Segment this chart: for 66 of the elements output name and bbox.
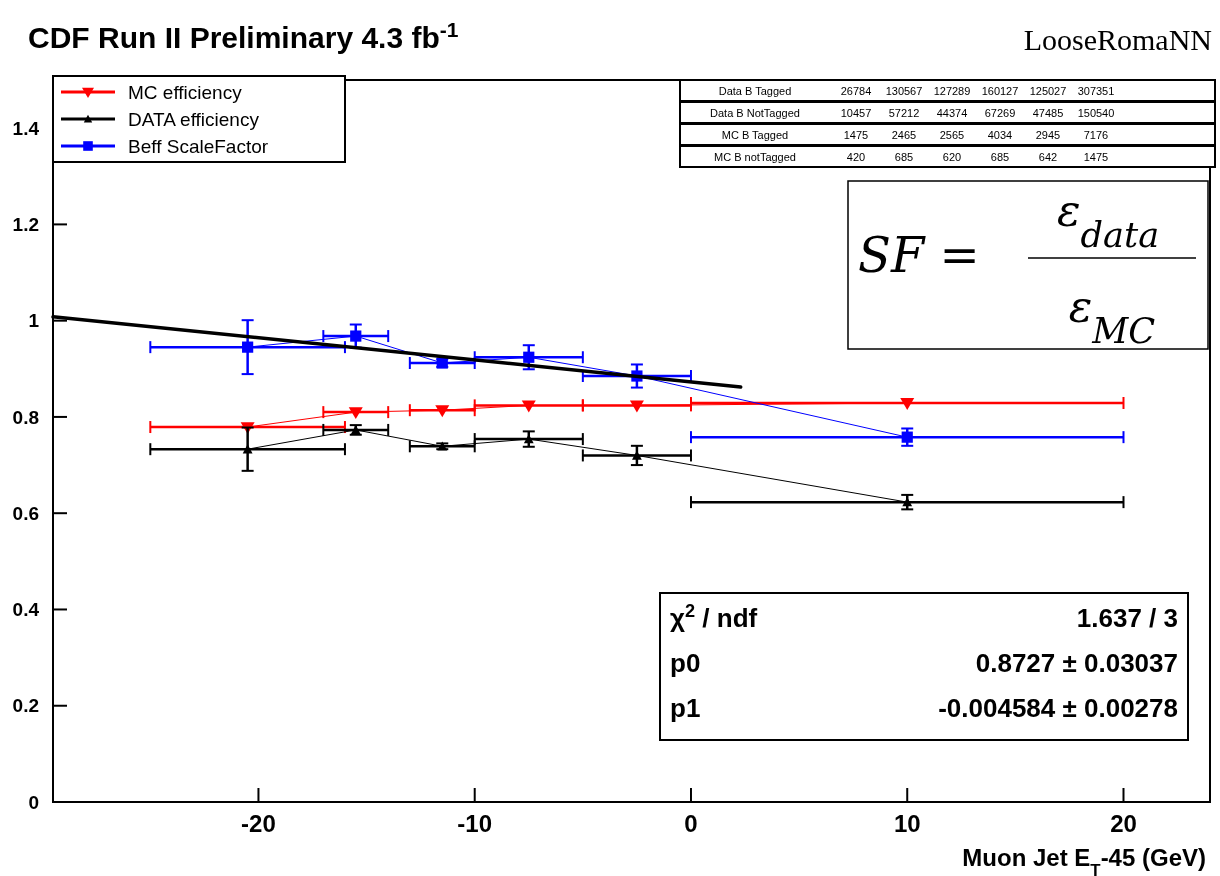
- annotation: MC B Tagged: [721, 128, 789, 141]
- y-tick-label: 0: [28, 791, 39, 813]
- annotation: SF =: [858, 227, 980, 283]
- y-tick-label: 0.4: [12, 599, 40, 621]
- point: [523, 351, 535, 363]
- x-tick-label: 0: [684, 810, 698, 837]
- point: [350, 330, 362, 342]
- x-tick-label: -20: [241, 810, 276, 837]
- x-tick-label: 20: [1110, 810, 1137, 837]
- annotation: 1475: [843, 128, 869, 141]
- annotation: 7176: [1083, 128, 1109, 141]
- legend-label: DATA efficiency: [128, 108, 260, 130]
- legend-label: MC efficiency: [128, 81, 243, 103]
- annotation: Data B Tagged: [718, 84, 792, 97]
- annotation: 642: [1038, 150, 1058, 163]
- annotation: ε$_{data}$: [1056, 185, 1160, 255]
- annotation: 67269: [984, 106, 1016, 119]
- point: [242, 341, 254, 353]
- annotation: 1475: [1083, 150, 1109, 163]
- annotation: 125027: [1029, 84, 1067, 97]
- annotation: 57212: [888, 106, 920, 119]
- annotation: ε$_{MC}$: [1068, 281, 1156, 351]
- annotation: 10457: [840, 106, 872, 119]
- annotation: 685: [894, 150, 914, 163]
- y-tick-label: 1: [28, 310, 40, 332]
- x-tick-label: -10: [457, 810, 493, 837]
- annotation: 2945: [1035, 128, 1061, 141]
- y-tick-label: 0.6: [12, 502, 39, 524]
- chart-subtitle: LooseRomaNN: [1023, 23, 1212, 56]
- x-axis-title: Muon Jet E$_{T}$-45 (GeV): [962, 844, 1206, 876]
- annotation: 127289: [933, 84, 971, 97]
- annotation: 685: [990, 150, 1010, 163]
- y-tick-label: 0.2: [12, 695, 39, 717]
- point: [900, 398, 915, 410]
- annotation: 26784: [840, 84, 872, 97]
- annotation: χ$^{2}$ / ndf: [670, 601, 758, 634]
- annotation: 44374: [936, 106, 968, 119]
- annotation: 130567: [885, 84, 923, 97]
- annotation: 420: [846, 150, 866, 163]
- annotation: 4034: [987, 128, 1013, 141]
- point: [901, 431, 913, 443]
- legend-label: Beff ScaleFactor: [128, 135, 269, 157]
- annotation: 160127: [981, 84, 1019, 97]
- point: [629, 400, 644, 413]
- annotation: MC B notTagged: [714, 150, 796, 163]
- annotation: p1: [670, 693, 701, 724]
- point: [435, 405, 450, 418]
- chart-title: CDF Run II Preliminary 4.3 fb$^{-1}$: [28, 17, 459, 54]
- x-tick-label: 10: [893, 810, 921, 837]
- point: [521, 400, 536, 413]
- annotation: -0.004584 ± 0.00278: [938, 693, 1178, 724]
- annotation: 0.8727 ± 0.03037: [975, 648, 1178, 679]
- y-tick-label: 1.2: [12, 214, 39, 236]
- annotation: 2565: [939, 128, 965, 141]
- annotation: 1.637 / 3: [1076, 603, 1178, 634]
- annotation: 47485: [1032, 106, 1064, 119]
- y-tick-label: 1.4: [12, 117, 40, 139]
- annotation: 2465: [891, 128, 917, 141]
- annotation: p0: [670, 648, 701, 679]
- y-tick-label: 0.8: [12, 406, 39, 428]
- annotation: Data B NotTagged: [710, 106, 800, 119]
- annotation: 307351: [1077, 84, 1115, 97]
- annotation: 150540: [1077, 106, 1115, 119]
- point: [348, 407, 363, 420]
- point: [242, 444, 253, 454]
- annotation: 620: [942, 150, 962, 163]
